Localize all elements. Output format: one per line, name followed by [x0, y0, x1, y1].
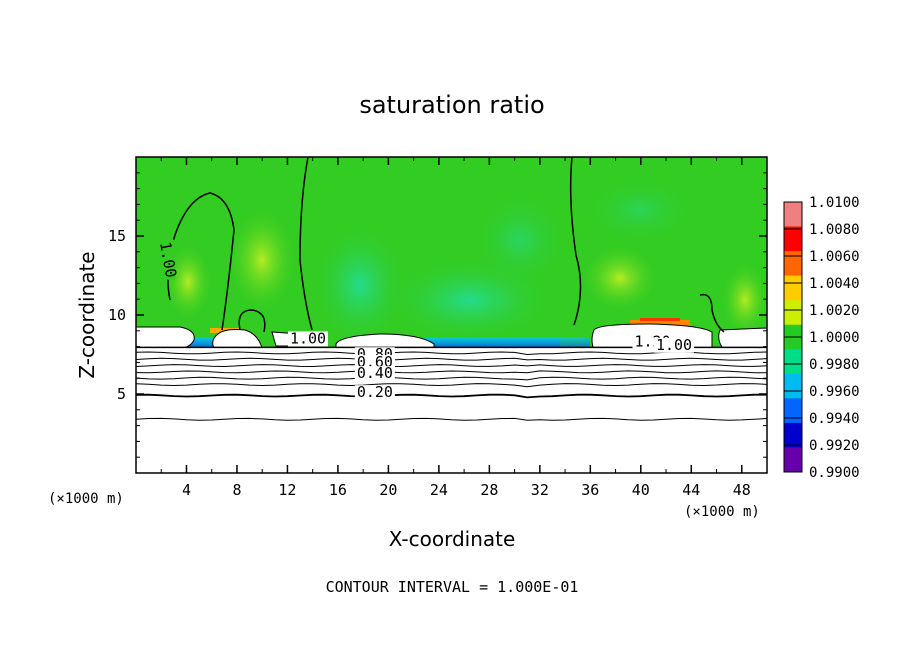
colorbar-swatch: [784, 202, 802, 228]
colorbar-label: 1.0040: [809, 276, 860, 292]
low-contour-line: [135, 383, 768, 388]
x-axis-ticks: 4 8 12 16 20 24 28 32 36 40 44 48: [160, 157, 751, 499]
x-tick-label: 28: [480, 481, 498, 499]
low-contour-line: [135, 393, 767, 399]
chart-title: saturation ratio: [359, 91, 544, 119]
y-tick-label: 5: [117, 385, 126, 403]
contour-label-bg: [287, 331, 328, 347]
colorbar-label: 0.9900: [809, 465, 860, 481]
contour-interval-note: CONTOUR INTERVAL = 1.000E-01: [326, 578, 579, 596]
colorbar-swatch: [784, 300, 802, 326]
contour-labels: 1.001.00 1.201.000.800.600.400.20: [156, 239, 694, 401]
colorbar-label: 1.0020: [809, 303, 860, 319]
y-axis-label: Z-coordinate: [75, 251, 99, 378]
x-tick-label: 40: [632, 481, 650, 499]
colorbar-swatch: [784, 447, 802, 473]
low-contour-line: [135, 370, 768, 374]
colorbar-label: 0.9960: [809, 384, 860, 400]
colorbar: 1.0100 1.0080 1.0060 1.0040 1.0020 1.0000 0.99…: [783, 195, 860, 481]
x-tick-label: 4: [182, 481, 191, 499]
low-contour-line: [135, 376, 768, 381]
x-tick-label: 44: [682, 481, 700, 499]
contour-label: 0.20: [357, 383, 393, 401]
colorbar-label: 1.0100: [809, 195, 860, 211]
contour-label-bg: [159, 239, 176, 280]
colorbar-label: 0.9980: [809, 357, 860, 373]
x-tick-label: 48: [733, 481, 751, 499]
contour-label-bg: [354, 385, 395, 401]
contour-label: 1.00: [156, 240, 180, 279]
colorbar-swatch: [784, 251, 802, 277]
colorbar-swatch: [784, 349, 802, 375]
low-contour-line: [135, 357, 768, 361]
x-tick-label: 36: [581, 481, 599, 499]
colorbar-swatch: [784, 398, 802, 424]
x-tick-label: 16: [329, 481, 347, 499]
x-tick-label: 8: [232, 481, 241, 499]
colorbar-label: 1.0000: [809, 330, 860, 346]
y-tick-label: 15: [108, 227, 126, 245]
colorbar-label: 1.0060: [809, 249, 860, 265]
y-axis-ticks: 5 10 15: [108, 172, 767, 458]
plot-field: [136, 157, 767, 473]
colorbar-swatch: [784, 275, 802, 301]
y-tick-label: 10: [108, 306, 126, 324]
x-tick-label: 20: [379, 481, 397, 499]
colorbar-label: 0.9940: [809, 411, 860, 427]
contour-label: 0.40: [357, 364, 393, 382]
x-tick-label: 24: [430, 481, 448, 499]
x-tick-label: 32: [531, 481, 549, 499]
colorbar-label: 0.9920: [809, 438, 860, 454]
colorbar-swatch: [784, 373, 802, 399]
low-contour-line: [135, 364, 768, 368]
contour-label-bg: [354, 366, 395, 382]
colorbar-label: 1.0080: [809, 222, 860, 238]
x-axis-label: X-coordinate: [389, 527, 516, 551]
contour-label-bg: [653, 337, 694, 353]
contour-label: 1.00: [656, 336, 692, 354]
contour-label: 1.00: [290, 329, 326, 347]
colorbar-swatch: [784, 226, 802, 252]
x-unit-right: (×1000 m): [684, 504, 760, 520]
x-tick-label: 12: [278, 481, 296, 499]
colorbar-swatch: [784, 422, 802, 448]
x-unit-left: (×1000 m): [48, 491, 124, 507]
low-contour-line: [135, 417, 768, 421]
